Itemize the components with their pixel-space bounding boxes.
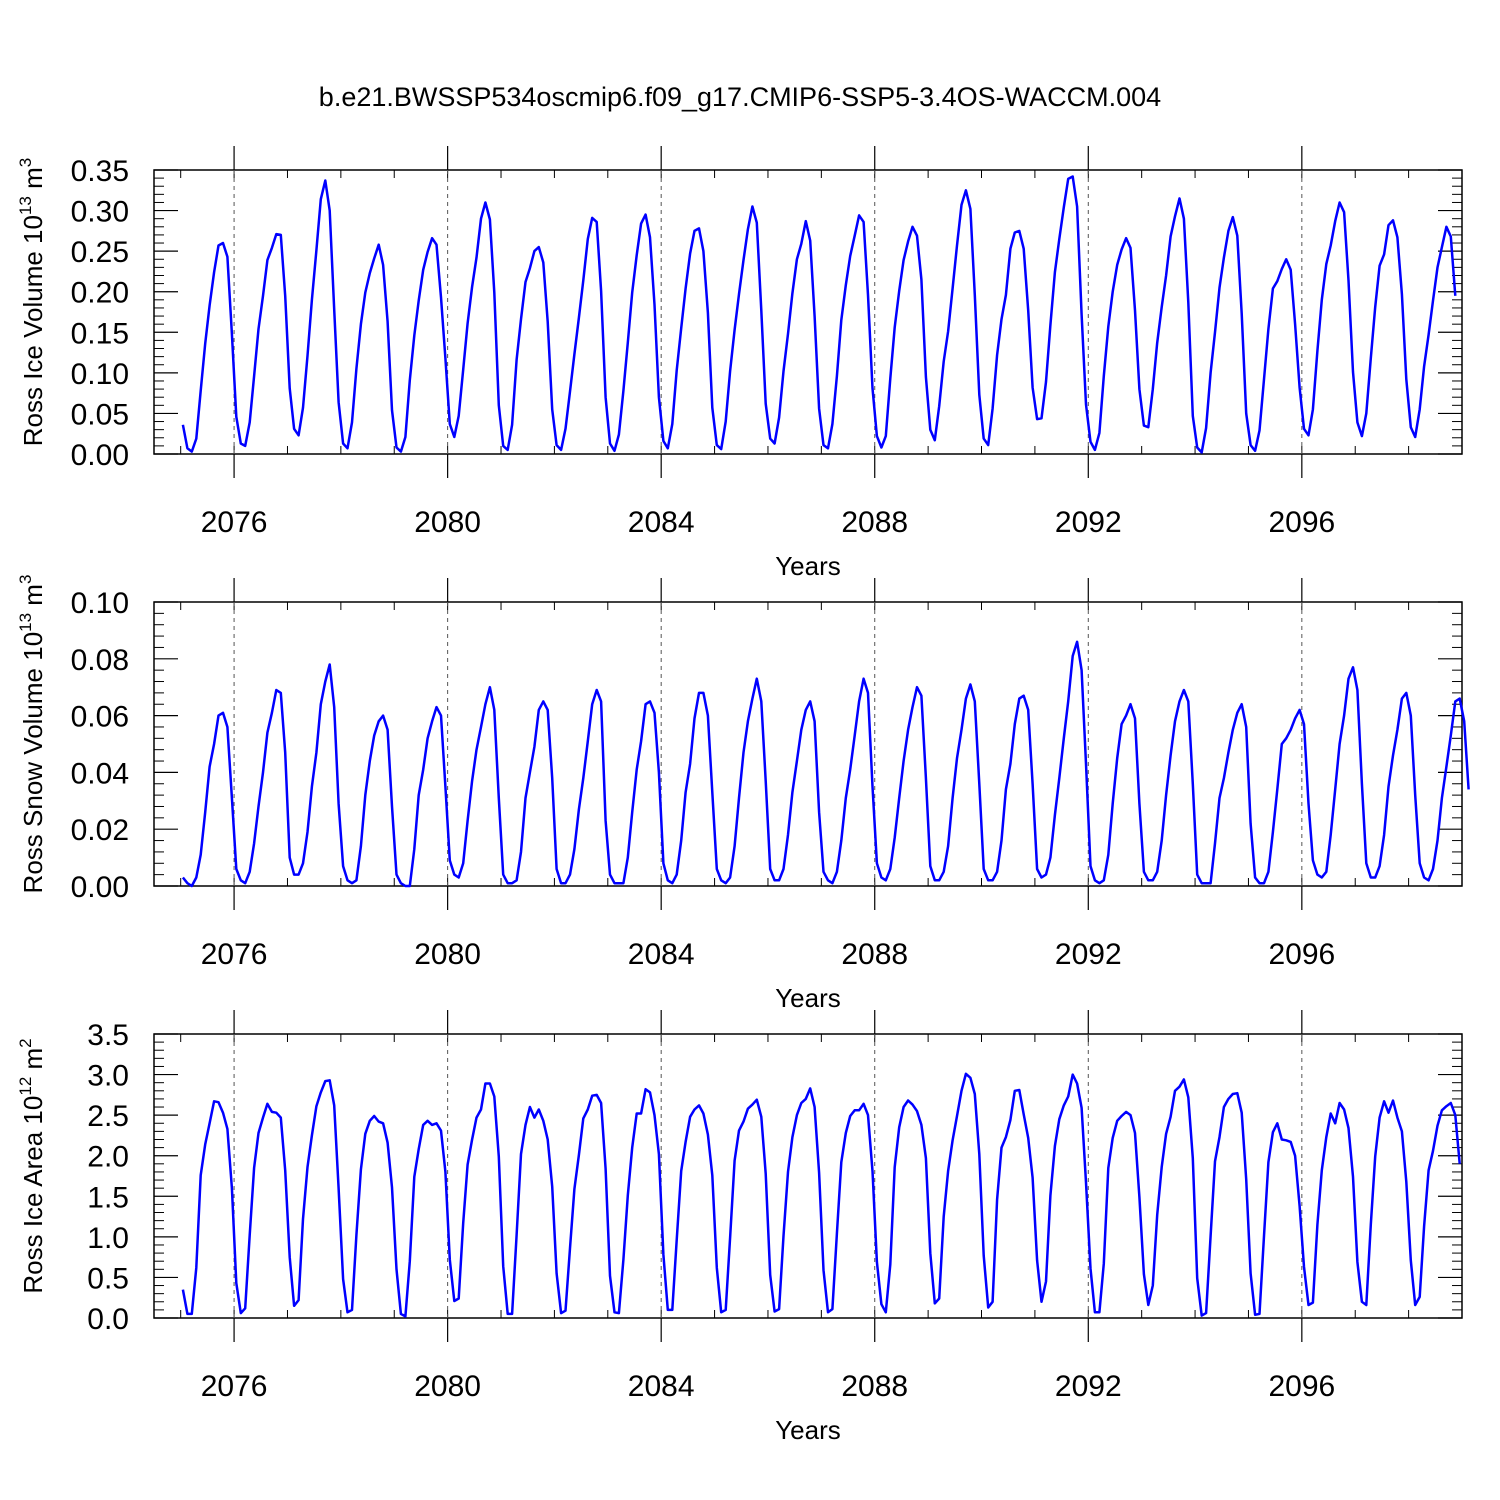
y-axis-label-exp2: 3 bbox=[16, 158, 35, 167]
series-line bbox=[181, 1072, 1461, 1318]
x-axis-label: Years bbox=[775, 1415, 841, 1445]
y-tick-label: 0.08 bbox=[71, 644, 129, 677]
x-axis-label: Years bbox=[775, 983, 841, 1013]
x-tick-label: 2096 bbox=[1268, 506, 1335, 539]
x-tick-label: 2076 bbox=[201, 938, 268, 971]
y-axis-label-exp2: 2 bbox=[16, 1038, 35, 1047]
y-axis-label-base: Ross Snow Volume 10 bbox=[18, 632, 48, 894]
x-tick-label: 2092 bbox=[1055, 1370, 1122, 1403]
y-tick-label: 0.20 bbox=[71, 277, 129, 310]
snow-volume-panel: 2076 2080 2084 2088 2092 2096 0.00 0.02 0.04 0.06… bbox=[16, 575, 1470, 1013]
y-tick-label: 0.10 bbox=[71, 358, 129, 391]
y-tick-label: 0.00 bbox=[71, 871, 129, 904]
y-tick-label: 0.04 bbox=[71, 757, 129, 790]
x-tick-label: 2096 bbox=[1268, 1370, 1335, 1403]
x-axis-label: Years bbox=[775, 551, 841, 581]
x-tick-label: 2076 bbox=[201, 1370, 268, 1403]
x-tick-label: 2080 bbox=[414, 1370, 481, 1403]
x-tick-label: 2088 bbox=[841, 506, 908, 539]
y-axis-label: Ross Snow Volume 1013 m3 bbox=[16, 575, 48, 894]
series-line bbox=[181, 175, 1457, 454]
figure-title: b.e21.BWSSP534oscmip6.f09_g17.CMIP6-SSP5… bbox=[319, 82, 1161, 112]
y-tick-label: 0.25 bbox=[71, 236, 129, 269]
x-tick-label: 2096 bbox=[1268, 938, 1335, 971]
y-tick-label: 0.15 bbox=[71, 317, 129, 350]
y-axis-label-base: Ross Ice Volume 10 bbox=[18, 215, 48, 446]
y-tick-label: 0.30 bbox=[71, 196, 129, 229]
y-axis-label-mid: m bbox=[18, 167, 48, 196]
y-tick-label: 0.5 bbox=[87, 1262, 129, 1295]
x-tick-label: 2088 bbox=[841, 938, 908, 971]
y-tick-label: 2.0 bbox=[87, 1141, 129, 1174]
y-axis-label-mid: m bbox=[18, 584, 48, 613]
y-tick-label: 1.5 bbox=[87, 1181, 129, 1214]
y-tick-label: 1.0 bbox=[87, 1222, 129, 1255]
y-tick-label: 0.00 bbox=[71, 439, 129, 472]
x-tick-label: 2092 bbox=[1055, 938, 1122, 971]
x-tick-label: 2084 bbox=[628, 1370, 695, 1403]
plot-frame bbox=[153, 1033, 1463, 1319]
y-axis-label-exp1: 13 bbox=[16, 196, 35, 215]
y-axis-label-exp2: 3 bbox=[16, 575, 35, 584]
series-line bbox=[181, 640, 1470, 888]
y-tick-label: 0.02 bbox=[71, 814, 129, 847]
plot-frame bbox=[153, 601, 1463, 887]
y-tick-label: 2.5 bbox=[87, 1100, 129, 1133]
x-tick-label: 2084 bbox=[628, 938, 695, 971]
y-tick-label: 0.06 bbox=[71, 701, 129, 734]
y-axis-label: Ross Ice Volume 1013 m3 bbox=[16, 158, 48, 447]
x-tick-label: 2080 bbox=[414, 506, 481, 539]
y-axis-label-exp1: 13 bbox=[16, 613, 35, 632]
y-tick-label: 3.0 bbox=[87, 1060, 129, 1093]
x-tick-label: 2092 bbox=[1055, 506, 1122, 539]
ice-volume-panel: 2076 2080 2084 2088 2092 2096 0.00 0.05 0.10 0.15… bbox=[16, 146, 1463, 581]
y-axis-label: Ross Ice Area 1012 m2 bbox=[16, 1038, 48, 1293]
x-tick-label: 2076 bbox=[201, 506, 268, 539]
plot-frame bbox=[153, 169, 1463, 455]
ice-area-panel: 2076 2080 2084 2088 2092 2096 0.0 0.5 1.0 1.5 2.0 2… bbox=[16, 1010, 1463, 1445]
x-tick-label: 2084 bbox=[628, 506, 695, 539]
y-tick-label: 0.35 bbox=[71, 155, 129, 188]
y-axis-label-mid: m bbox=[18, 1048, 48, 1077]
y-tick-label: 0.10 bbox=[71, 587, 129, 620]
x-tick-label: 2088 bbox=[841, 1370, 908, 1403]
y-axis-label-base: Ross Ice Area 10 bbox=[18, 1096, 48, 1294]
y-axis-label-exp1: 12 bbox=[16, 1077, 35, 1096]
y-tick-label: 0.05 bbox=[71, 398, 129, 431]
y-tick-label: 3.5 bbox=[87, 1019, 129, 1052]
x-tick-label: 2080 bbox=[414, 938, 481, 971]
y-tick-label: 0.0 bbox=[87, 1303, 129, 1336]
